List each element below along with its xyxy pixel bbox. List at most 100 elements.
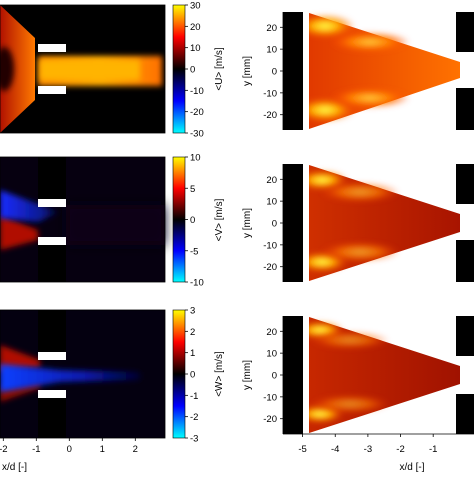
right-top-warm-upper bbox=[330, 32, 410, 52]
right-middle-warm-upper bbox=[320, 182, 400, 202]
colorbar-w-bar bbox=[172, 309, 186, 439]
colorbar-u-label: <U> [m/s] bbox=[214, 47, 225, 91]
colorbar-v-tick-label: 10 bbox=[190, 153, 201, 164]
right-bottom-xtick-label: -2 bbox=[396, 444, 404, 455]
right-middle-wall-left bbox=[283, 164, 303, 282]
colorbar-v-bar bbox=[172, 156, 186, 283]
right-bottom-ylabel: y [mm] bbox=[242, 360, 253, 390]
left-top-plot bbox=[0, 4, 166, 134]
left-bottom-slot-lower bbox=[38, 390, 66, 398]
right-top-ytick-label: -10 bbox=[263, 88, 277, 99]
left-bottom-plot bbox=[0, 309, 166, 439]
left-middle-slot-upper bbox=[38, 199, 66, 207]
colorbar-v-tick-label: -10 bbox=[190, 278, 204, 289]
right-bottom-wall-right-lower bbox=[456, 394, 474, 434]
right-top-slot-left bbox=[303, 12, 309, 130]
right-bottom-xlabel: x/d [-] bbox=[399, 462, 424, 473]
colorbar-u bbox=[172, 4, 186, 134]
left-top-slot-lower bbox=[38, 86, 66, 94]
left-bottom-wall-lower bbox=[38, 397, 66, 438]
right-middle-slot-left bbox=[303, 164, 309, 282]
tick-layer: 3020100-10-20-301050-5-103210-1-2-320100… bbox=[0, 1, 437, 456]
right-bottom-xtick-label: -1 bbox=[429, 444, 437, 455]
left-top-frame bbox=[0, 4, 166, 134]
colorbar-u-tick-label: -30 bbox=[190, 129, 204, 140]
right-middle-ytick-label: 10 bbox=[266, 197, 277, 208]
right-bottom-warm-upper bbox=[310, 331, 390, 349]
colorbar-v-tick-label: 0 bbox=[190, 215, 195, 226]
left-middle-wake bbox=[66, 205, 165, 245]
colorbar-w-tick-label: 1 bbox=[190, 348, 195, 359]
colorbar-v-tick-label: 5 bbox=[190, 184, 195, 195]
right-middle-ylabel: y [mm] bbox=[242, 208, 253, 238]
right-bottom-slot-left bbox=[303, 316, 309, 434]
colorbar-v bbox=[172, 156, 186, 283]
left-middle-red-band bbox=[0, 215, 38, 250]
left-middle-slot-lower bbox=[38, 237, 66, 245]
right-middle-ytick-label: 20 bbox=[266, 175, 277, 186]
left-bottom-xlabel: x/d [-] bbox=[2, 462, 27, 473]
right-middle-ytick-label: 0 bbox=[272, 219, 277, 230]
left-middle-wall-upper bbox=[38, 157, 66, 199]
right-top-wall-right bbox=[456, 12, 474, 52]
colorbar-v-tick-label: -5 bbox=[190, 246, 198, 257]
right-middle-ytick-label: -10 bbox=[263, 240, 277, 251]
left-middle-wall-lower bbox=[38, 244, 66, 282]
left-top-slot-upper bbox=[38, 44, 66, 52]
left-bottom-xtick-label: 0 bbox=[67, 444, 72, 455]
right-top-warm-lower bbox=[330, 88, 410, 108]
left-bottom-wall-upper bbox=[38, 310, 66, 352]
right-middle-plot bbox=[282, 164, 474, 282]
right-bottom-ytick-label: 0 bbox=[272, 371, 277, 382]
right-bottom-ytick-label: 20 bbox=[266, 327, 277, 338]
left-bottom-xtick-label: -1 bbox=[32, 444, 40, 455]
right-bottom-xtick-label: -3 bbox=[364, 444, 372, 455]
right-bottom-wall-left bbox=[283, 316, 303, 434]
left-top-core bbox=[0, 47, 14, 91]
left-top-wall-lower bbox=[38, 90, 66, 133]
colorbar-w bbox=[172, 309, 186, 439]
right-middle-warm-lower bbox=[320, 242, 400, 262]
colorbar-w-tick-label: -3 bbox=[190, 434, 198, 445]
right-middle-ytick-label: -20 bbox=[263, 262, 277, 273]
colorbar-w-label: <W> [m/s] bbox=[214, 351, 225, 397]
left-top-jet-core bbox=[40, 60, 140, 80]
right-bottom-ytick-label: -20 bbox=[263, 414, 277, 425]
right-top-wall-left bbox=[283, 12, 303, 130]
left-middle-blue-region bbox=[0, 190, 60, 222]
left-bottom-slot-upper bbox=[38, 352, 66, 360]
right-top-wall-right-lower bbox=[456, 88, 474, 130]
right-bottom-ytick-label: 10 bbox=[266, 349, 277, 360]
right-middle-wall-right-lower bbox=[456, 240, 474, 282]
colorbar-u-bar bbox=[172, 4, 186, 134]
colorbar-u-tick-label: 20 bbox=[190, 22, 201, 33]
colorbar-u-tick-label: -20 bbox=[190, 107, 204, 118]
right-middle-wall-right bbox=[456, 164, 474, 204]
left-bottom-frame bbox=[0, 309, 166, 439]
left-middle-frame bbox=[0, 156, 166, 283]
left-bottom-xtick-label: -2 bbox=[0, 444, 8, 455]
right-bottom-xtick-label: -4 bbox=[331, 444, 339, 455]
left-top-cone-region bbox=[0, 5, 35, 133]
right-top-ylabel: y [mm] bbox=[242, 56, 253, 86]
left-bottom-xtick-label: 1 bbox=[100, 444, 105, 455]
colorbar-u-tick-label: 0 bbox=[190, 65, 195, 76]
colorbar-v-label: <V> [m/s] bbox=[214, 198, 225, 241]
colorbar-w-tick-label: -1 bbox=[190, 391, 198, 402]
colorbar-u-tick-label: 10 bbox=[190, 43, 201, 54]
right-bottom-plot bbox=[282, 316, 474, 435]
right-bottom-ytick-label: -10 bbox=[263, 392, 277, 403]
right-top-ytick-label: -20 bbox=[263, 110, 277, 121]
colorbar-w-tick-label: 3 bbox=[190, 306, 195, 317]
right-top-hotspot-upper bbox=[295, 14, 355, 38]
colorbar-w-tick-label: 0 bbox=[190, 370, 195, 381]
right-top-ytick-label: 0 bbox=[272, 67, 277, 78]
left-bottom-xtick-label: 2 bbox=[133, 444, 138, 455]
right-bottom-warm-lower bbox=[310, 395, 390, 413]
right-top-ytick-label: 20 bbox=[266, 23, 277, 34]
colorbar-u-tick-label: -10 bbox=[190, 86, 204, 97]
colorbar-w-tick-label: 2 bbox=[190, 327, 195, 338]
left-bottom-blue-band bbox=[0, 364, 140, 392]
right-top-plot bbox=[282, 12, 474, 130]
